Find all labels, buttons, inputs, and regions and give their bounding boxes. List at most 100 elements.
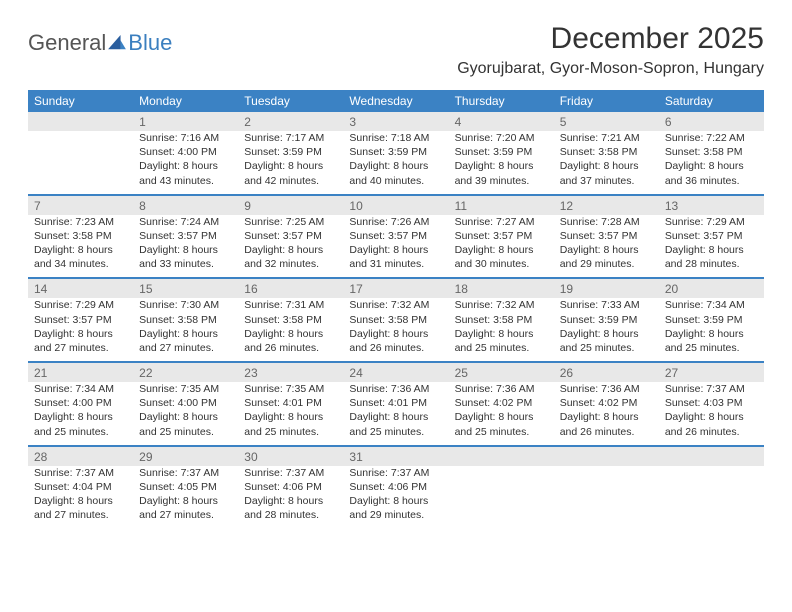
day-header: Monday — [133, 90, 238, 112]
day-cell: Sunrise: 7:37 AMSunset: 4:04 PMDaylight:… — [28, 466, 133, 529]
daylight-line: Daylight: 8 hours and 28 minutes. — [244, 494, 337, 522]
daylight-line: Daylight: 8 hours and 32 minutes. — [244, 243, 337, 271]
sunset-line: Sunset: 3:58 PM — [560, 145, 653, 159]
day-number: 17 — [343, 278, 448, 298]
sunrise-line: Sunrise: 7:23 AM — [34, 215, 127, 229]
daylight-line: Daylight: 8 hours and 27 minutes. — [139, 494, 232, 522]
day-cell: Sunrise: 7:36 AMSunset: 4:02 PMDaylight:… — [449, 382, 554, 445]
day-cell: Sunrise: 7:34 AMSunset: 4:00 PMDaylight:… — [28, 382, 133, 445]
day-number — [28, 112, 133, 131]
daylight-line: Daylight: 8 hours and 25 minutes. — [455, 327, 548, 355]
day-cell: Sunrise: 7:21 AMSunset: 3:58 PMDaylight:… — [554, 131, 659, 194]
sunset-line: Sunset: 4:00 PM — [139, 145, 232, 159]
day-number — [554, 446, 659, 466]
daylight-line: Daylight: 8 hours and 39 minutes. — [455, 159, 548, 187]
day-cell: Sunrise: 7:27 AMSunset: 3:57 PMDaylight:… — [449, 215, 554, 278]
header-right: December 2025 Gyorujbarat, Gyor-Moson-So… — [457, 22, 764, 84]
day-number — [659, 446, 764, 466]
day-cell: Sunrise: 7:37 AMSunset: 4:06 PMDaylight:… — [238, 466, 343, 529]
calendar-head-row: Sunday Monday Tuesday Wednesday Thursday… — [28, 90, 764, 112]
logo: General Blue — [28, 30, 172, 56]
sunrise-line: Sunrise: 7:29 AM — [34, 298, 127, 312]
day-number: 7 — [28, 195, 133, 215]
daylight-line: Daylight: 8 hours and 29 minutes. — [349, 494, 442, 522]
day-cell: Sunrise: 7:37 AMSunset: 4:06 PMDaylight:… — [343, 466, 448, 529]
daylight-line: Daylight: 8 hours and 26 minutes. — [560, 410, 653, 438]
day-number: 24 — [343, 362, 448, 382]
daynum-row: 28293031 — [28, 446, 764, 466]
day-cell: Sunrise: 7:31 AMSunset: 3:58 PMDaylight:… — [238, 298, 343, 361]
day-cell: Sunrise: 7:30 AMSunset: 3:58 PMDaylight:… — [133, 298, 238, 361]
sunrise-line: Sunrise: 7:17 AM — [244, 131, 337, 145]
day-number: 31 — [343, 446, 448, 466]
month-title: December 2025 — [457, 22, 764, 56]
sunset-line: Sunset: 3:57 PM — [665, 229, 758, 243]
sunrise-line: Sunrise: 7:37 AM — [349, 466, 442, 480]
sunset-line: Sunset: 3:57 PM — [34, 313, 127, 327]
daynum-row: 78910111213 — [28, 195, 764, 215]
sunrise-line: Sunrise: 7:25 AM — [244, 215, 337, 229]
daylight-line: Daylight: 8 hours and 26 minutes. — [349, 327, 442, 355]
day-number: 29 — [133, 446, 238, 466]
day-cell: Sunrise: 7:33 AMSunset: 3:59 PMDaylight:… — [554, 298, 659, 361]
day-cell — [449, 466, 554, 529]
week-content-row: Sunrise: 7:16 AMSunset: 4:00 PMDaylight:… — [28, 131, 764, 194]
daylight-line: Daylight: 8 hours and 37 minutes. — [560, 159, 653, 187]
daylight-line: Daylight: 8 hours and 27 minutes. — [34, 494, 127, 522]
sunrise-line: Sunrise: 7:37 AM — [139, 466, 232, 480]
sunrise-line: Sunrise: 7:36 AM — [560, 382, 653, 396]
day-number: 28 — [28, 446, 133, 466]
sunset-line: Sunset: 3:57 PM — [560, 229, 653, 243]
sunset-line: Sunset: 4:04 PM — [34, 480, 127, 494]
day-number: 14 — [28, 278, 133, 298]
calendar-body: 123456Sunrise: 7:16 AMSunset: 4:00 PMDay… — [28, 112, 764, 528]
sunrise-line: Sunrise: 7:37 AM — [665, 382, 758, 396]
day-cell: Sunrise: 7:35 AMSunset: 4:01 PMDaylight:… — [238, 382, 343, 445]
daylight-line: Daylight: 8 hours and 42 minutes. — [244, 159, 337, 187]
sunrise-line: Sunrise: 7:30 AM — [139, 298, 232, 312]
daylight-line: Daylight: 8 hours and 25 minutes. — [560, 327, 653, 355]
day-number: 23 — [238, 362, 343, 382]
sunset-line: Sunset: 4:01 PM — [244, 396, 337, 410]
day-number: 25 — [449, 362, 554, 382]
day-header: Sunday — [28, 90, 133, 112]
daylight-line: Daylight: 8 hours and 27 minutes. — [139, 327, 232, 355]
sunrise-line: Sunrise: 7:29 AM — [665, 215, 758, 229]
day-cell: Sunrise: 7:17 AMSunset: 3:59 PMDaylight:… — [238, 131, 343, 194]
sunset-line: Sunset: 3:58 PM — [665, 145, 758, 159]
sunset-line: Sunset: 4:02 PM — [455, 396, 548, 410]
location: Gyorujbarat, Gyor-Moson-Sopron, Hungary — [457, 60, 764, 78]
day-cell: Sunrise: 7:24 AMSunset: 3:57 PMDaylight:… — [133, 215, 238, 278]
sunset-line: Sunset: 4:00 PM — [34, 396, 127, 410]
sunrise-line: Sunrise: 7:35 AM — [139, 382, 232, 396]
sunset-line: Sunset: 4:01 PM — [349, 396, 442, 410]
day-number: 3 — [343, 112, 448, 131]
day-number: 16 — [238, 278, 343, 298]
day-number: 5 — [554, 112, 659, 131]
day-cell: Sunrise: 7:36 AMSunset: 4:02 PMDaylight:… — [554, 382, 659, 445]
sunrise-line: Sunrise: 7:27 AM — [455, 215, 548, 229]
week-content-row: Sunrise: 7:23 AMSunset: 3:58 PM Daylight:… — [28, 215, 764, 278]
daylight-line: Daylight: 8 hours and 25 minutes. — [34, 410, 127, 438]
sunrise-line: Sunrise: 7:33 AM — [560, 298, 653, 312]
day-cell: Sunrise: 7:29 AMSunset: 3:57 PMDaylight:… — [659, 215, 764, 278]
sunset-line: Sunset: 3:58 PM — [34, 229, 127, 243]
day-cell: Sunrise: 7:32 AMSunset: 3:58 PMDaylight:… — [343, 298, 448, 361]
sunset-line: Sunset: 3:59 PM — [665, 313, 758, 327]
daynum-row: 14151617181920 — [28, 278, 764, 298]
day-cell: Sunrise: 7:20 AMSunset: 3:59 PMDaylight:… — [449, 131, 554, 194]
sunset-line: Sunset: 3:59 PM — [455, 145, 548, 159]
day-cell: Sunrise: 7:37 AMSunset: 4:03 PMDaylight:… — [659, 382, 764, 445]
day-number: 4 — [449, 112, 554, 131]
sunrise-line: Sunrise: 7:26 AM — [349, 215, 442, 229]
daylight-line: Daylight: 8 hours and 25 minutes. — [349, 410, 442, 438]
day-cell: Sunrise: 7:35 AMSunset: 4:00 PMDaylight:… — [133, 382, 238, 445]
day-number: 9 — [238, 195, 343, 215]
day-cell: Sunrise: 7:32 AMSunset: 3:58 PMDaylight:… — [449, 298, 554, 361]
day-header: Tuesday — [238, 90, 343, 112]
day-cell: Sunrise: 7:22 AMSunset: 3:58 PMDaylight:… — [659, 131, 764, 194]
day-header: Friday — [554, 90, 659, 112]
daylight-line: Daylight: 8 hours and 40 minutes. — [349, 159, 442, 187]
sunset-line: Sunset: 4:00 PM — [139, 396, 232, 410]
sunset-line: Sunset: 4:06 PM — [244, 480, 337, 494]
